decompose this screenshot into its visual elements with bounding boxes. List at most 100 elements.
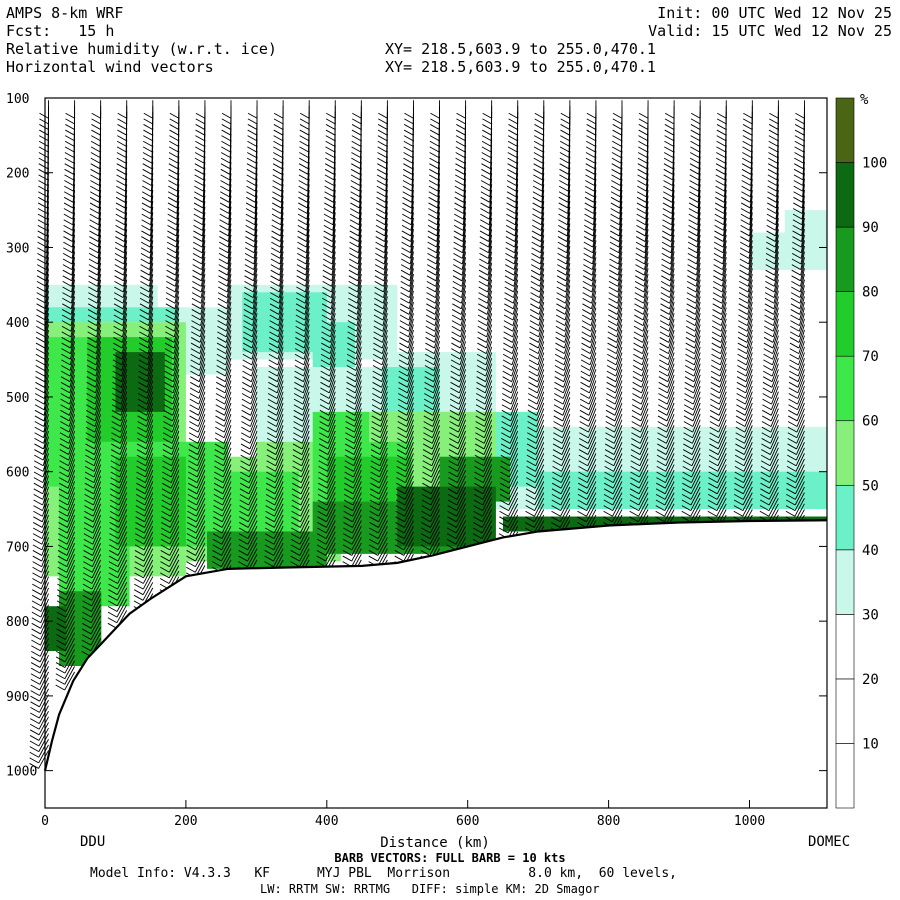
barb-shaft [643, 285, 649, 304]
barb-shaft [196, 458, 206, 478]
barb-flag [38, 163, 48, 170]
barb-flag [794, 163, 804, 170]
barb-flag [794, 140, 805, 147]
barb-shaft [589, 352, 597, 371]
barb-flag [299, 146, 309, 153]
barb-shaft [667, 346, 675, 366]
barb-flag [632, 381, 642, 388]
barb-shaft [118, 486, 128, 506]
barb-shaft [223, 436, 232, 455]
barb-shaft [94, 425, 102, 444]
barb-flag [499, 482, 510, 489]
barb-flag [532, 208, 542, 214]
barb-shaft [124, 195, 128, 214]
barb-flag [425, 325, 436, 332]
barb-flag [298, 174, 309, 181]
barb-flag [221, 146, 231, 153]
barb-flag [503, 314, 514, 321]
barb-flag [38, 174, 48, 181]
barb-flag [89, 191, 100, 198]
barb-flag [117, 112, 127, 119]
barb-flag [343, 494, 354, 500]
barb-flag [343, 505, 354, 512]
barb-flag [82, 617, 92, 624]
barb-flag [479, 241, 489, 248]
barb-flag [478, 269, 489, 276]
barb-shaft [670, 229, 675, 248]
barb-flag [686, 303, 696, 310]
barb-flag [297, 224, 307, 231]
barb-flag [266, 477, 276, 483]
barb-shaft [562, 397, 571, 416]
barb-flag [635, 252, 645, 259]
barb-shaft [64, 649, 75, 668]
barb-flag [83, 550, 93, 556]
barb-shaft [669, 257, 675, 276]
barb-flag [790, 292, 801, 299]
barb-flag [116, 174, 126, 181]
barb-shaft [431, 458, 440, 478]
barb-shaft [300, 503, 310, 523]
barb-flag [787, 443, 797, 450]
barb-flag [710, 370, 721, 377]
barb-flag [268, 348, 279, 355]
barb-shaft [201, 251, 206, 270]
barb-flag [351, 129, 362, 136]
barb-flag [38, 191, 48, 198]
barb-shaft [797, 380, 805, 399]
barb-shaft [718, 413, 727, 433]
barb-flag [298, 180, 308, 186]
barb-flag [166, 286, 176, 293]
barb-flag [499, 488, 510, 495]
barb-shaft [228, 178, 232, 197]
barb-flag [165, 325, 175, 332]
barb-flag [396, 488, 406, 495]
barb-flag [33, 488, 43, 495]
barb-flag [688, 208, 699, 214]
barb-shaft [92, 492, 102, 511]
barb-flag [402, 213, 412, 220]
barb-flag [167, 196, 178, 203]
barb-shaft [433, 341, 440, 360]
barb-flag [791, 269, 801, 276]
barb-shaft [457, 419, 467, 438]
barb-shaft [94, 436, 102, 455]
barb-flag [479, 230, 490, 237]
barb-flag [318, 477, 328, 483]
barb-flag [187, 522, 197, 528]
barb-flag [660, 314, 670, 321]
barb-flag [427, 247, 437, 254]
barb-flag [164, 370, 174, 377]
barb-shaft [508, 475, 519, 494]
barb-shaft [122, 313, 128, 332]
barb-flag [88, 264, 99, 270]
barb-shaft [485, 341, 493, 360]
barb-flag [453, 219, 464, 226]
barb-flag [214, 437, 225, 444]
barb-flag [399, 337, 409, 343]
barb-flag [634, 297, 644, 304]
barb-flag [372, 387, 382, 394]
barb-flag [370, 449, 381, 455]
barb-flag [218, 264, 228, 270]
barb-shaft [225, 324, 232, 343]
barb-flag [682, 449, 693, 455]
barb-shaft [638, 475, 649, 494]
barb-shaft [352, 475, 362, 494]
barb-shaft [38, 722, 49, 741]
barb-shaft [169, 542, 180, 562]
barb-shaft [72, 206, 76, 225]
barb-shaft [122, 279, 128, 298]
barb-shaft [435, 251, 440, 270]
barb-shaft [589, 357, 597, 377]
barb-flag [243, 303, 254, 310]
barb-shaft [301, 425, 310, 444]
barb-flag [323, 241, 333, 248]
barb-flag [164, 381, 174, 388]
barb-flag [661, 275, 671, 282]
barb-shaft [116, 593, 128, 612]
barb-shaft [640, 397, 649, 416]
barb-flag [400, 292, 410, 299]
barb-flag [214, 460, 224, 467]
barb-shaft [432, 380, 440, 399]
